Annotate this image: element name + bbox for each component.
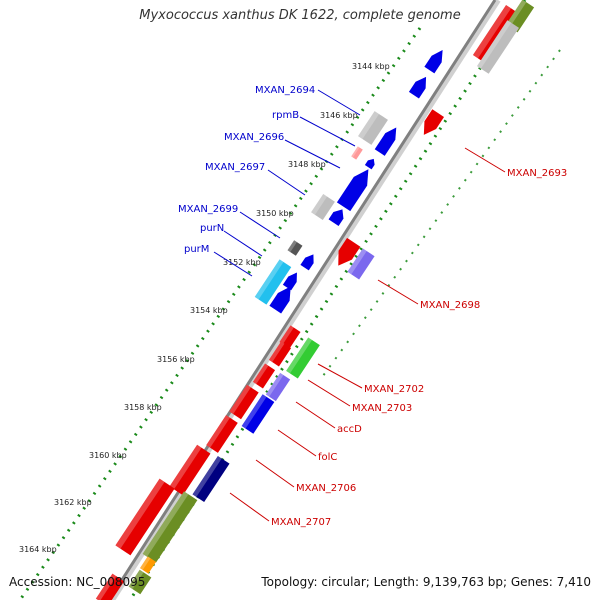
leader-line <box>284 139 341 169</box>
gene-block[interactable] <box>311 193 335 221</box>
gene-label-reverse[interactable]: MXAN_2707 <box>271 517 331 528</box>
tick-label: 3160 kbp <box>89 451 127 460</box>
gene-block[interactable] <box>169 444 211 496</box>
gene-label-reverse[interactable]: folC <box>318 452 337 463</box>
gene-arrow[interactable] <box>269 282 296 314</box>
gene-arrow[interactable] <box>300 252 317 271</box>
leader-line <box>377 279 419 305</box>
leader-line <box>213 251 253 277</box>
gene-block[interactable] <box>268 341 292 367</box>
gene-label-forward[interactable]: MXAN_2696 <box>224 132 284 143</box>
gene-block[interactable] <box>279 325 301 349</box>
leader-line <box>239 211 281 239</box>
gene-label-reverse[interactable]: MXAN_2693 <box>507 168 567 179</box>
leader-line <box>317 89 361 116</box>
gene-block[interactable] <box>347 248 375 280</box>
gene-label-reverse[interactable]: MXAN_2702 <box>364 384 424 395</box>
gene-block[interactable] <box>142 491 198 563</box>
map-title: Myxococcus xanthus DK 1622, complete gen… <box>139 8 461 23</box>
leader-line <box>267 169 306 196</box>
gene-block[interactable] <box>95 573 125 600</box>
gene-label-forward[interactable]: MXAN_2699 <box>178 204 238 215</box>
tick-label: 3150 kbp <box>256 209 294 218</box>
tick-label: 3156 kbp <box>157 355 195 364</box>
gene-block[interactable] <box>229 384 259 420</box>
genome-backbone <box>107 0 497 600</box>
gene-block[interactable] <box>206 415 238 453</box>
gene-label-forward[interactable]: MXAN_2694 <box>255 85 315 96</box>
gene-block[interactable] <box>358 111 388 145</box>
gene-arrow[interactable] <box>328 206 348 226</box>
tick-label: 3164 kbp <box>19 545 57 554</box>
tick-label: 3144 kbp <box>352 62 390 71</box>
tick-label: 3154 kbp <box>190 306 228 315</box>
genome-backbone-shadow <box>109 0 501 600</box>
gene-arrow[interactable] <box>336 165 375 212</box>
gene-label-reverse[interactable]: MXAN_2698 <box>420 300 480 311</box>
tick-label: 3146 kbp <box>320 111 358 120</box>
leader-line <box>317 363 363 389</box>
tick-label: 3152 kbp <box>223 258 261 267</box>
gene-block[interactable] <box>286 337 320 379</box>
leader-line <box>464 147 506 173</box>
gene-block[interactable] <box>241 394 275 434</box>
leader-line <box>295 401 336 429</box>
gene-arrow[interactable] <box>424 47 447 74</box>
gene-block[interactable] <box>115 478 175 556</box>
leader-line <box>299 116 356 147</box>
gene-block[interactable] <box>254 259 292 305</box>
gene-arrow[interactable] <box>374 124 402 156</box>
gene-arrow[interactable] <box>364 157 377 170</box>
gene-label-forward[interactable]: rpmB <box>272 110 299 121</box>
gene-arrow[interactable] <box>332 237 361 270</box>
gene-block[interactable] <box>476 20 520 74</box>
leader-line <box>223 230 263 257</box>
gene-block[interactable] <box>252 363 276 389</box>
gene-block[interactable] <box>192 455 230 503</box>
dotted-rail-far <box>319 49 561 381</box>
leader-line <box>307 379 351 407</box>
gene-block[interactable] <box>287 240 303 256</box>
gene-label-forward[interactable]: purN <box>200 223 224 234</box>
gene-label-reverse[interactable]: MXAN_2706 <box>296 483 356 494</box>
gene-label-reverse[interactable]: MXAN_2703 <box>352 403 412 414</box>
gene-arrow[interactable] <box>282 270 301 291</box>
leader-line <box>277 429 317 457</box>
accession-text: Accession: NC_008095 <box>9 575 146 589</box>
tick-label: 3158 kbp <box>124 403 162 412</box>
gene-block[interactable] <box>265 372 291 402</box>
gene-block[interactable] <box>128 569 152 595</box>
leader-line <box>255 459 295 488</box>
gene-block[interactable] <box>351 146 363 160</box>
tick-label: 3162 kbp <box>54 498 92 507</box>
tick-label: 3148 kbp <box>288 160 326 169</box>
gene-label-forward[interactable]: MXAN_2697 <box>205 162 265 173</box>
leader-line <box>229 492 270 522</box>
gene-block[interactable] <box>139 556 157 574</box>
topology-text: Topology: circular; Length: 9,139,763 bp… <box>261 575 591 589</box>
gene-label-forward[interactable]: purM <box>184 244 209 255</box>
gene-arrow[interactable] <box>418 109 445 138</box>
gene-label-reverse[interactable]: accD <box>337 424 362 435</box>
gene-arrow[interactable] <box>408 74 431 99</box>
